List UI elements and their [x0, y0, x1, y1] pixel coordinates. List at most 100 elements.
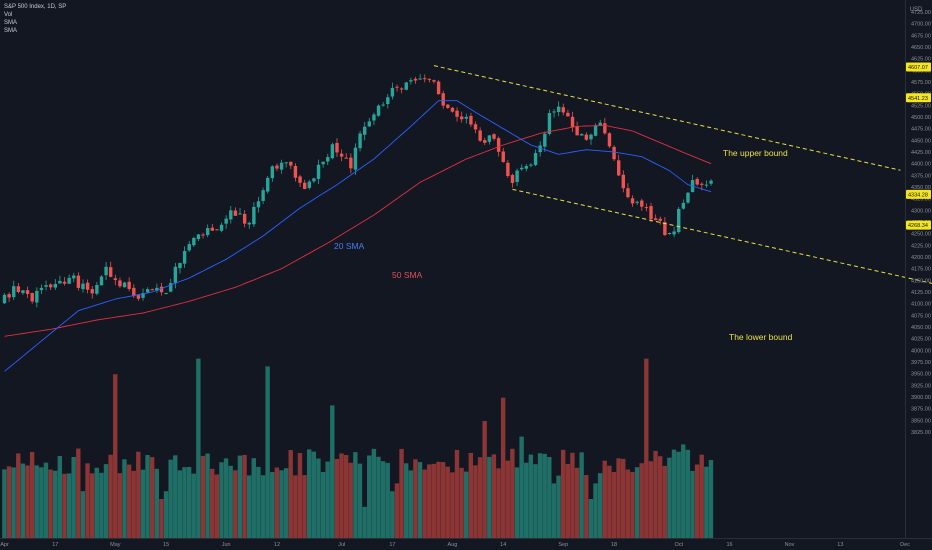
candle-body[interactable] [21, 290, 25, 294]
candle-body[interactable] [104, 266, 108, 276]
candle-body[interactable] [307, 181, 311, 188]
candle-body[interactable] [238, 213, 242, 215]
candle-body[interactable] [293, 165, 298, 178]
candle-body[interactable] [630, 198, 635, 204]
candle-body[interactable] [233, 210, 238, 216]
candle-body[interactable] [164, 292, 168, 294]
candle-body[interactable] [681, 202, 686, 209]
candle-body[interactable] [62, 281, 67, 284]
candle-body[interactable] [612, 146, 616, 160]
time-axis[interactable]: Apr 17 May 15 Jun 12 Jul 17 Aug 14 Sep 18 Oct 16 Nov 13… [0, 542, 910, 548]
candle-body[interactable] [492, 134, 496, 139]
candle-body[interactable] [284, 162, 288, 164]
candle-body[interactable] [30, 293, 34, 302]
candle-body[interactable] [90, 289, 94, 294]
candle-body[interactable] [132, 287, 136, 297]
candle-body[interactable] [187, 244, 191, 251]
candle-body[interactable] [413, 78, 418, 81]
candle-body[interactable] [298, 176, 302, 183]
candle-body[interactable] [12, 286, 16, 298]
upper-bound-line[interactable] [433, 65, 901, 171]
candle-body[interactable] [538, 145, 542, 153]
candle-body[interactable] [72, 275, 76, 279]
candle-body[interactable] [603, 123, 607, 134]
candle-body[interactable] [339, 153, 344, 157]
candle-body[interactable] [672, 231, 676, 235]
candle-body[interactable] [344, 157, 348, 159]
candle-body[interactable] [95, 285, 99, 294]
candle-body[interactable] [58, 280, 62, 284]
candle-body[interactable] [136, 295, 141, 299]
candle-body[interactable] [118, 280, 122, 287]
legend-volume[interactable]: Vol [4, 12, 13, 18]
candle-body[interactable] [367, 121, 372, 127]
candle-body[interactable] [607, 133, 612, 147]
candle-body[interactable] [455, 110, 459, 117]
candle-body[interactable] [593, 125, 598, 136]
candle-body[interactable] [210, 227, 215, 231]
candle-body[interactable] [261, 190, 265, 201]
candle-body[interactable] [48, 284, 53, 288]
candle-body[interactable] [709, 180, 713, 184]
candle-body[interactable] [113, 278, 118, 280]
candle-body[interactable] [358, 133, 362, 149]
candle-body[interactable] [446, 104, 450, 108]
candle-body[interactable] [635, 201, 639, 203]
candle-body[interactable] [700, 183, 704, 185]
candle-body[interactable] [598, 122, 602, 126]
candle-body[interactable] [464, 116, 468, 119]
candle-body[interactable] [127, 281, 131, 289]
candle-body[interactable] [289, 161, 293, 166]
candle-body[interactable] [589, 134, 593, 140]
candle-body[interactable] [25, 290, 30, 294]
candle-body[interactable] [640, 200, 644, 207]
candle-body[interactable] [686, 192, 690, 203]
candle-body[interactable] [556, 106, 561, 112]
candle-body[interactable] [7, 294, 11, 298]
candle-body[interactable] [695, 178, 699, 185]
candle-body[interactable] [436, 81, 441, 95]
candle-body[interactable] [35, 290, 39, 303]
candle-body[interactable] [543, 133, 547, 147]
candle-body[interactable] [404, 82, 408, 90]
candle-body[interactable] [330, 144, 335, 159]
candle-body[interactable] [363, 126, 367, 135]
candle-body[interactable] [182, 251, 187, 264]
candle-body[interactable] [418, 78, 422, 80]
candle-body[interactable] [256, 201, 261, 208]
candle-body[interactable] [487, 135, 492, 142]
candle-body[interactable] [122, 282, 127, 288]
candle-body[interactable] [441, 93, 445, 106]
candle-body[interactable] [99, 276, 104, 286]
candle-body[interactable] [279, 162, 284, 170]
candle-body[interactable] [381, 104, 385, 106]
candle-body[interactable] [427, 78, 432, 80]
candle-body[interactable] [275, 165, 279, 169]
candle-body[interactable] [621, 174, 626, 189]
legend-symbol[interactable]: S&P 500 Index, 1D, SP [4, 4, 67, 10]
candle-body[interactable] [159, 286, 164, 293]
candle-body[interactable] [215, 229, 219, 231]
sma-50-line[interactable] [4, 124, 712, 337]
candle-body[interactable] [515, 170, 519, 182]
candle-body[interactable] [386, 97, 390, 104]
candle-body[interactable] [229, 210, 233, 220]
candle-body[interactable] [145, 289, 150, 293]
candle-body[interactable] [16, 286, 21, 292]
candle-body[interactable] [552, 111, 556, 113]
candle-body[interactable] [349, 157, 353, 169]
candle-body[interactable] [395, 86, 399, 88]
candle-body[interactable] [270, 166, 275, 179]
candle-body[interactable] [302, 182, 307, 189]
candle-body[interactable] [335, 142, 339, 153]
candle-body[interactable] [39, 287, 44, 291]
candle-body[interactable] [658, 218, 662, 221]
candle-body[interactable] [316, 164, 321, 179]
candle-body[interactable] [653, 218, 658, 221]
candle-body[interactable] [524, 166, 529, 169]
candle-body[interactable] [483, 140, 487, 143]
candle-body[interactable] [219, 224, 224, 231]
candle-body[interactable] [141, 293, 145, 298]
candle-body[interactable] [547, 113, 552, 134]
candle-body[interactable] [529, 164, 533, 166]
